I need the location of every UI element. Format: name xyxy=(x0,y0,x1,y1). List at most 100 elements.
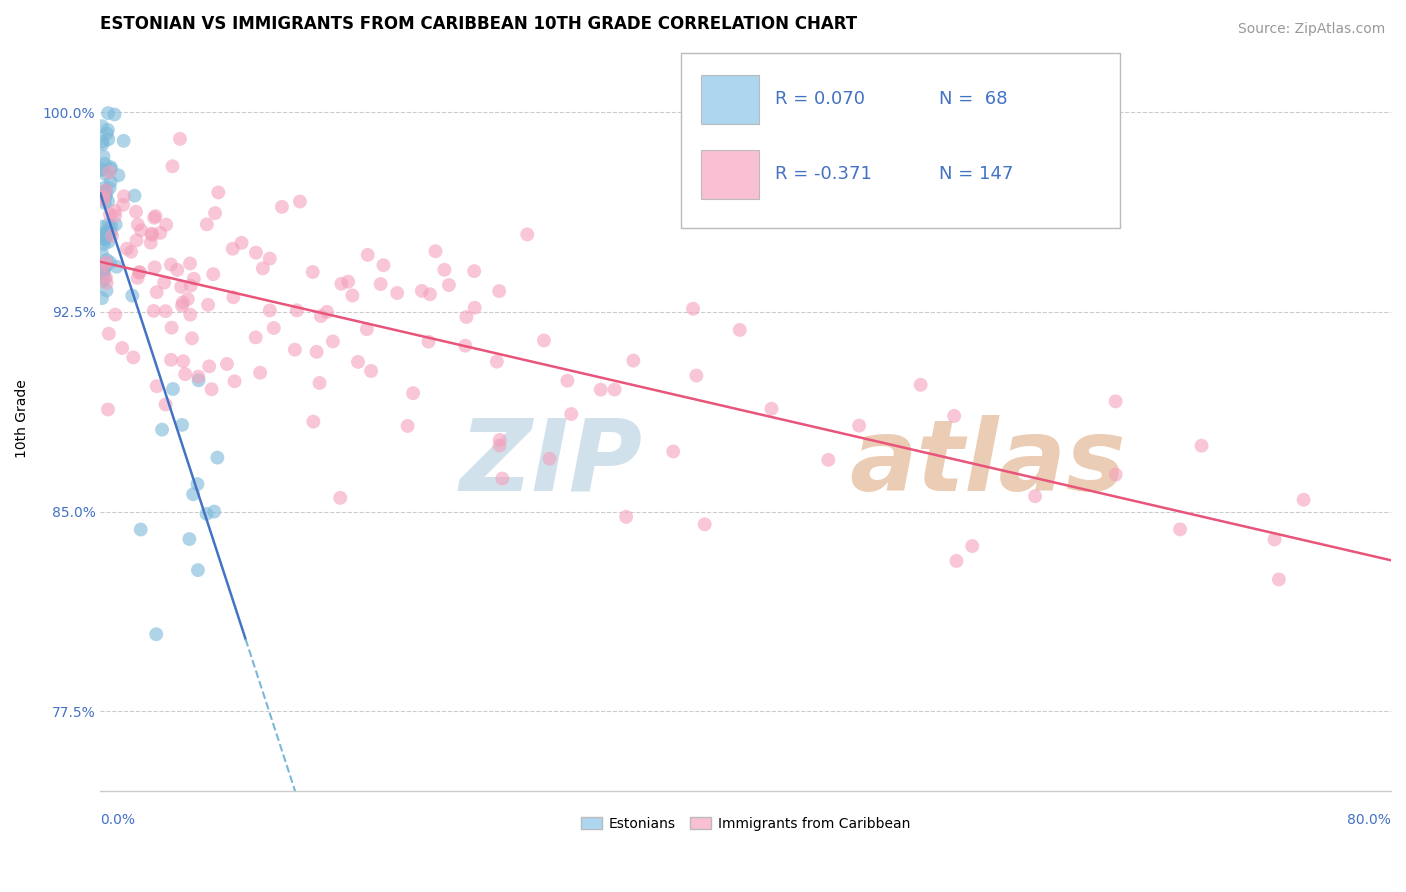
Point xyxy=(124,188,146,202)
Point xyxy=(170,280,193,294)
Point xyxy=(180,278,202,293)
Point xyxy=(143,211,166,225)
Legend: Estonians, Immigrants from Caribbean: Estonians, Immigrants from Caribbean xyxy=(575,812,915,837)
Point xyxy=(93,258,115,272)
Point xyxy=(682,301,704,316)
Point xyxy=(141,227,163,242)
Point xyxy=(179,256,201,270)
Point xyxy=(425,244,447,259)
Point xyxy=(385,285,408,300)
Point xyxy=(91,162,114,177)
Point xyxy=(97,106,120,120)
Point xyxy=(96,225,118,239)
Point xyxy=(817,453,839,467)
Point xyxy=(411,284,433,298)
Text: 0.0%: 0.0% xyxy=(100,813,135,827)
Point xyxy=(104,209,127,223)
Point xyxy=(170,417,193,432)
Point xyxy=(127,271,149,285)
Point xyxy=(198,359,221,374)
Point xyxy=(100,161,122,176)
Point xyxy=(662,444,685,458)
Point xyxy=(685,368,707,383)
Point xyxy=(402,386,425,401)
Point xyxy=(160,258,183,272)
Point xyxy=(98,165,121,179)
Text: 80.0%: 80.0% xyxy=(1347,813,1391,827)
Point xyxy=(560,407,582,421)
Point xyxy=(100,225,122,239)
Point xyxy=(418,334,440,349)
Point xyxy=(162,382,184,396)
Text: Source: ZipAtlas.com: Source: ZipAtlas.com xyxy=(1237,22,1385,37)
Point xyxy=(170,299,193,313)
Point xyxy=(96,252,118,267)
Point xyxy=(104,308,127,322)
Point xyxy=(910,377,932,392)
Point xyxy=(94,227,117,242)
Point xyxy=(1292,492,1315,507)
Point xyxy=(91,119,114,133)
Point xyxy=(433,262,456,277)
Point xyxy=(160,352,183,367)
Point xyxy=(215,357,238,371)
Point xyxy=(322,334,344,349)
Point xyxy=(488,439,510,453)
Point xyxy=(357,248,380,262)
Point xyxy=(187,373,209,387)
Point xyxy=(93,193,115,207)
Point xyxy=(181,331,204,345)
Point xyxy=(125,234,148,248)
Point xyxy=(91,135,114,149)
Point xyxy=(150,423,173,437)
Point xyxy=(252,261,274,276)
Point xyxy=(128,265,150,279)
Point xyxy=(202,505,225,519)
Point xyxy=(155,304,177,318)
Point xyxy=(93,237,115,252)
Point xyxy=(97,326,120,341)
Point xyxy=(111,341,134,355)
Text: ZIP: ZIP xyxy=(460,415,643,512)
Point xyxy=(103,107,125,121)
Point xyxy=(91,185,114,199)
Point xyxy=(288,194,311,209)
Point xyxy=(143,260,166,275)
Point xyxy=(557,374,579,388)
Point xyxy=(360,364,382,378)
Point xyxy=(125,204,148,219)
Point xyxy=(308,376,330,390)
Point xyxy=(94,157,117,171)
Point xyxy=(195,507,218,521)
Point xyxy=(614,509,637,524)
Point xyxy=(337,275,360,289)
Point xyxy=(305,344,328,359)
Point xyxy=(181,487,204,501)
Point xyxy=(172,354,194,368)
Point xyxy=(329,491,352,505)
Point xyxy=(533,334,555,348)
Point xyxy=(249,366,271,380)
Point xyxy=(128,266,150,280)
Y-axis label: 10th Grade: 10th Grade xyxy=(15,379,30,458)
Point xyxy=(202,267,225,281)
Text: ESTONIAN VS IMMIGRANTS FROM CARIBBEAN 10TH GRADE CORRELATION CHART: ESTONIAN VS IMMIGRANTS FROM CARIBBEAN 10… xyxy=(100,15,858,33)
Point xyxy=(172,295,194,310)
Point xyxy=(141,227,163,241)
Point xyxy=(197,298,219,312)
Point xyxy=(129,523,152,537)
Point xyxy=(1263,533,1285,547)
Point xyxy=(259,303,281,318)
Point xyxy=(94,228,117,243)
Point xyxy=(91,246,114,260)
Point xyxy=(96,127,118,141)
Point xyxy=(105,260,128,274)
Point xyxy=(174,367,197,381)
Point xyxy=(463,264,485,278)
Point xyxy=(127,218,149,232)
Point xyxy=(142,304,165,318)
Point xyxy=(93,233,115,247)
Point xyxy=(145,209,167,223)
Point xyxy=(94,232,117,246)
Point xyxy=(222,242,245,256)
